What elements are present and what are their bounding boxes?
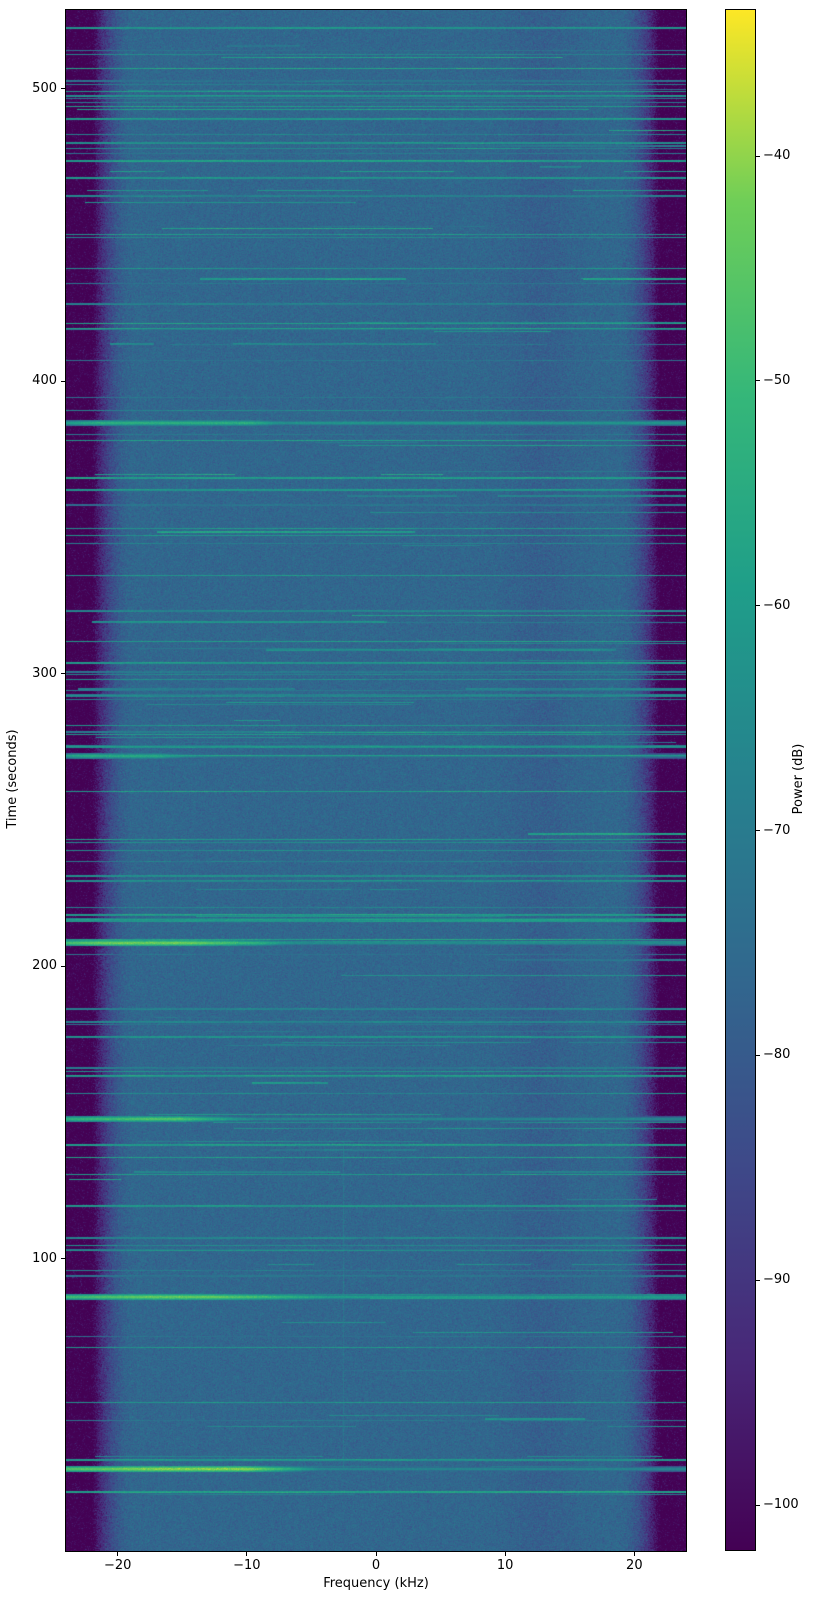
x-tick-label: 20: [626, 1558, 643, 1573]
y-tick-mark: [61, 88, 65, 90]
x-tick-mark: [246, 1552, 248, 1556]
colorbar-tick-label: −100: [763, 1497, 799, 1513]
x-tick-label: −20: [103, 1558, 132, 1573]
y-tick-label: 500: [32, 80, 57, 96]
y-tick-label: 100: [32, 1250, 57, 1266]
colorbar-tick-mark: [756, 1279, 760, 1281]
x-tick-label: −10: [233, 1558, 261, 1573]
x-tick-mark: [375, 1552, 377, 1556]
colorbar-tick-label: −40: [763, 148, 791, 164]
colorbar-tick-mark: [756, 830, 760, 832]
colorbar-tick-mark: [756, 605, 760, 607]
y-tick-mark: [61, 1258, 65, 1260]
colorbar-gradient: [725, 9, 756, 1551]
y-tick-mark: [61, 673, 65, 675]
colorbar-label: Power (dB): [791, 743, 806, 815]
colorbar-tick-label: −80: [763, 1047, 791, 1063]
colorbar-tick-mark: [756, 1504, 760, 1506]
colorbar-tick-mark: [756, 380, 760, 382]
x-tick-mark: [633, 1552, 635, 1556]
colorbar-tick-mark: [756, 1054, 760, 1056]
spectrogram-heatmap: [65, 9, 687, 1552]
y-tick-label: 300: [32, 665, 57, 681]
x-tick-mark: [117, 1552, 119, 1556]
x-axis-label: Frequency (kHz): [323, 1576, 429, 1591]
colorbar-tick-label: −50: [763, 372, 791, 388]
colorbar-tick-mark: [756, 155, 760, 157]
x-tick-mark: [504, 1552, 506, 1556]
y-tick-label: 200: [32, 958, 57, 974]
x-tick-label: 0: [371, 1558, 381, 1573]
y-tick-mark: [61, 965, 65, 967]
y-tick-mark: [61, 380, 65, 382]
y-axis-label: Time (seconds): [5, 729, 20, 829]
colorbar-tick-label: −70: [763, 822, 791, 838]
y-tick-label: 400: [32, 373, 57, 389]
colorbar-tick-label: −90: [763, 1272, 791, 1288]
colorbar-tick-label: −60: [763, 597, 791, 613]
x-tick-label: 10: [496, 1558, 514, 1573]
